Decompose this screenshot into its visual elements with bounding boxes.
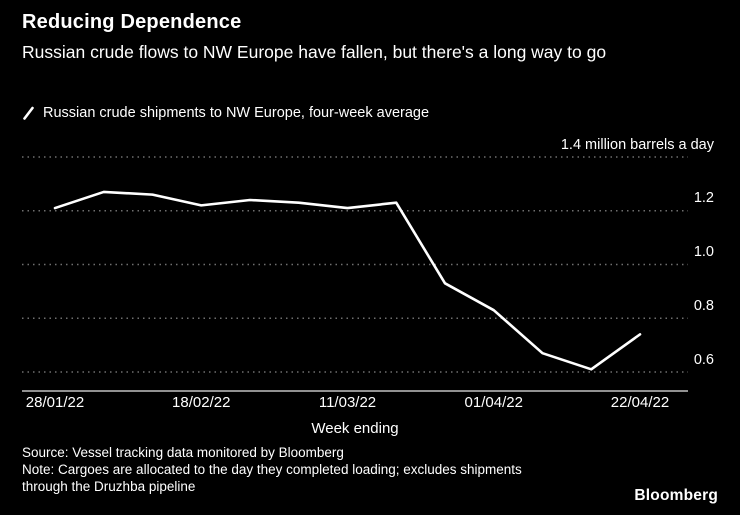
y-axis-tick-label: 1.2 bbox=[693, 190, 714, 207]
y-axis-tick-label: 0.8 bbox=[693, 297, 714, 314]
y-axis-tick-label: 1.4 million barrels a day bbox=[560, 136, 714, 153]
chart-title: Reducing Dependence bbox=[22, 11, 242, 33]
chart-subtitle: Russian crude flows to NW Europe have fa… bbox=[22, 42, 607, 62]
x-axis-tick-label: 22/04/22 bbox=[610, 394, 670, 411]
bloomberg-logo: Bloomberg bbox=[634, 487, 718, 504]
x-axis-tick-label: 28/01/22 bbox=[25, 394, 85, 411]
methodology-note: Note: Cargoes are allocated to the day t… bbox=[22, 462, 522, 494]
x-axis-tick-label: 11/03/22 bbox=[318, 394, 377, 411]
legend: Russian crude shipments to NW Europe, fo… bbox=[22, 105, 429, 121]
x-axis-tick-label: 18/02/22 bbox=[172, 394, 231, 411]
source-note: Source: Vessel tracking data monitored b… bbox=[22, 445, 344, 460]
y-axis-tick-label: 1.0 bbox=[693, 244, 714, 260]
legend-label: Russian crude shipments to NW Europe, fo… bbox=[43, 105, 430, 121]
y-axis-tick-label: 0.6 bbox=[693, 351, 714, 368]
series-line bbox=[53, 190, 642, 371]
legend-line-icon bbox=[22, 106, 35, 121]
x-axis-tick-label: 01/04/22 bbox=[464, 394, 523, 411]
x-axis-title: Week ending bbox=[311, 420, 399, 437]
